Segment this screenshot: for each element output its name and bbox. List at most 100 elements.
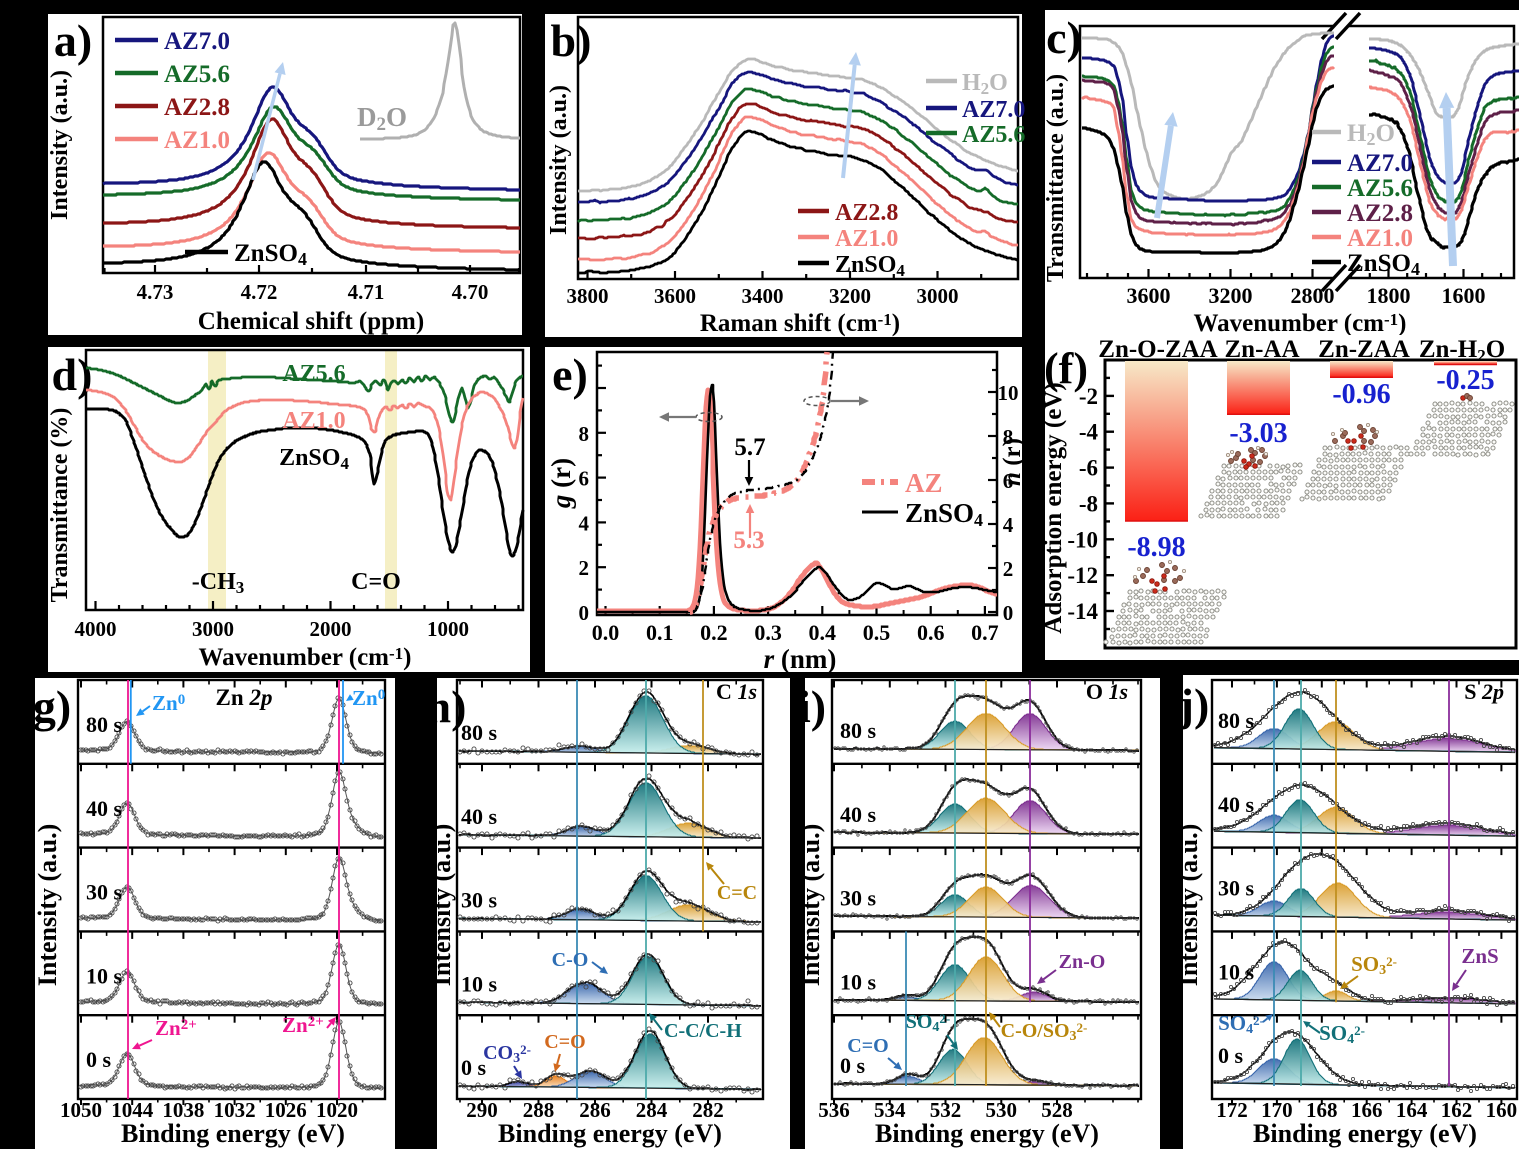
svg-text:3000: 3000: [192, 617, 234, 641]
svg-text:Zn-H2O: Zn-H2O: [1419, 336, 1505, 365]
svg-text:-14: -14: [1067, 599, 1098, 624]
svg-text:3000: 3000: [917, 284, 959, 308]
svg-text:-6: -6: [1079, 456, 1098, 481]
svg-text:80 s: 80 s: [86, 712, 123, 737]
svg-text:h): h): [426, 681, 467, 732]
svg-text:-8.98: -8.98: [1127, 532, 1185, 563]
svg-text:g): g): [33, 681, 71, 732]
svg-text:Raman shift (cm-1): Raman shift (cm-1): [700, 310, 900, 337]
svg-text:534: 534: [874, 1098, 906, 1122]
svg-text:3800: 3800: [567, 284, 609, 308]
svg-text:Intensity (a.u.): Intensity (a.u.): [1174, 824, 1203, 987]
svg-text:1000: 1000: [427, 617, 469, 641]
svg-text:3200: 3200: [1209, 283, 1253, 308]
svg-text:C=O: C=O: [544, 1031, 585, 1053]
svg-text:0.6: 0.6: [917, 620, 945, 645]
svg-text:166: 166: [1351, 1098, 1383, 1122]
svg-text:-8: -8: [1079, 491, 1098, 516]
svg-text:2000: 2000: [310, 617, 352, 641]
svg-text:30 s: 30 s: [840, 886, 877, 911]
svg-text:ZnSO4: ZnSO4: [835, 252, 905, 280]
svg-text:SO32-: SO32-: [1351, 952, 1397, 978]
svg-text:-4: -4: [1079, 420, 1099, 445]
svg-text:170: 170: [1261, 1098, 1293, 1122]
svg-text:r (nm): r (nm): [764, 644, 837, 674]
svg-text:-CH3: -CH3: [192, 569, 245, 597]
svg-text:j): j): [1178, 679, 1210, 730]
svg-text:3600: 3600: [1127, 283, 1171, 308]
svg-text:1026: 1026: [265, 1098, 307, 1122]
svg-text:n (r): n (r): [999, 438, 1026, 486]
svg-text:536: 536: [818, 1098, 850, 1122]
svg-text:ZnS: ZnS: [1461, 944, 1498, 968]
svg-text:8: 8: [579, 422, 590, 446]
svg-text:0.7: 0.7: [971, 620, 999, 645]
svg-text:-3.03: -3.03: [1229, 418, 1287, 449]
svg-text:1800: 1800: [1367, 283, 1411, 308]
svg-text:Zn-ZAA: Zn-ZAA: [1318, 336, 1410, 363]
svg-text:30 s: 30 s: [86, 880, 123, 905]
svg-text:Chemical shift (ppm): Chemical shift (ppm): [198, 308, 424, 335]
svg-text:e): e): [552, 349, 588, 400]
svg-text:162: 162: [1441, 1098, 1473, 1122]
svg-text:d): d): [52, 349, 93, 400]
svg-text:172: 172: [1216, 1098, 1248, 1122]
svg-text:8: 8: [1003, 425, 1014, 449]
svg-text:1032: 1032: [214, 1098, 256, 1122]
svg-text:0: 0: [1003, 601, 1014, 625]
svg-text:10 s: 10 s: [1218, 959, 1255, 984]
svg-text:Transmittance (a.u.): Transmittance (a.u.): [1043, 74, 1069, 282]
svg-text:AZ1.0: AZ1.0: [1347, 225, 1413, 252]
svg-text:C=O: C=O: [351, 569, 401, 595]
svg-text:Binding energy (eV): Binding energy (eV): [498, 1119, 722, 1148]
svg-text:40 s: 40 s: [1218, 792, 1255, 817]
svg-text:0 s: 0 s: [840, 1053, 866, 1078]
svg-text:ZnSO4: ZnSO4: [1347, 250, 1420, 279]
svg-text:Zn 2p: Zn 2p: [216, 685, 273, 710]
svg-text:0.3: 0.3: [754, 620, 782, 645]
svg-text:4.71: 4.71: [348, 280, 385, 304]
svg-text:10 s: 10 s: [840, 969, 877, 994]
svg-text:1038: 1038: [162, 1098, 204, 1122]
svg-text:g (r): g (r): [546, 458, 576, 509]
svg-text:2800: 2800: [1291, 283, 1335, 308]
svg-text:288: 288: [523, 1098, 555, 1122]
svg-text:0 s: 0 s: [86, 1047, 112, 1072]
svg-text:1600: 1600: [1442, 283, 1486, 308]
svg-text:3200: 3200: [829, 284, 871, 308]
svg-text:C-O: C-O: [552, 949, 589, 971]
svg-text:C 1s: C 1s: [716, 679, 757, 704]
svg-text:Intensity (a.u.): Intensity (a.u.): [796, 824, 825, 987]
svg-text:4.70: 4.70: [452, 280, 489, 304]
svg-text:10 s: 10 s: [86, 963, 123, 988]
svg-text:1050: 1050: [60, 1098, 102, 1122]
svg-text:Transmittance (%): Transmittance (%): [47, 408, 73, 603]
svg-text:AZ5.6: AZ5.6: [282, 361, 345, 387]
svg-text:6: 6: [1003, 469, 1014, 493]
svg-text:O 1s: O 1s: [1086, 679, 1128, 704]
svg-text:528: 528: [1041, 1098, 1073, 1122]
svg-text:290: 290: [466, 1098, 498, 1122]
svg-text:3600: 3600: [654, 284, 696, 308]
svg-text:1020: 1020: [316, 1098, 358, 1122]
svg-text:532: 532: [930, 1098, 962, 1122]
svg-text:-12: -12: [1067, 563, 1098, 588]
svg-text:40 s: 40 s: [840, 802, 877, 827]
svg-text:Intensity (a.u.): Intensity (a.u.): [33, 824, 62, 987]
svg-text:30 s: 30 s: [1218, 876, 1255, 901]
svg-text:286: 286: [579, 1098, 611, 1122]
svg-text:164: 164: [1396, 1098, 1428, 1122]
svg-text:160: 160: [1486, 1098, 1518, 1122]
svg-text:S 2p: S 2p: [1464, 679, 1504, 704]
svg-text:Intensity (a.u.): Intensity (a.u.): [546, 85, 572, 235]
svg-text:30 s: 30 s: [461, 888, 498, 913]
svg-text:AZ2.8: AZ2.8: [835, 200, 898, 226]
svg-text:4000: 4000: [75, 617, 117, 641]
svg-text:0.1: 0.1: [646, 620, 674, 645]
svg-text:0.0: 0.0: [592, 620, 620, 645]
svg-text:c): c): [1046, 12, 1082, 63]
svg-text:10 s: 10 s: [461, 971, 498, 996]
svg-text:ZnSO4: ZnSO4: [234, 240, 307, 269]
svg-text:AZ7.0: AZ7.0: [962, 97, 1025, 123]
svg-text:AZ1.0: AZ1.0: [835, 226, 898, 252]
